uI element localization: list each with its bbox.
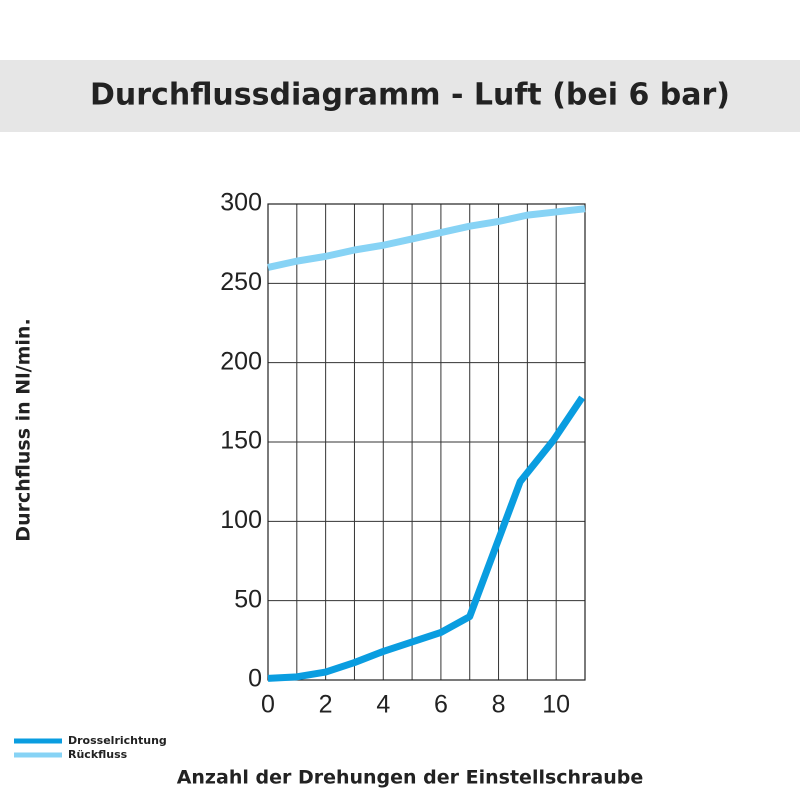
chart-title: Durchflussdiagramm - Luft (bei 6 bar) [90,78,730,113]
y-tick-label: 150 [220,427,262,455]
series-line [267,395,586,682]
x-tick-label: 4 [376,691,390,719]
grid: 0 50 100 150 200 250 300 0 2 4 6 8 10 [220,189,586,719]
y-axis-label: Durchfluss in Nl/min. [13,318,35,541]
y-tick-label: 0 [248,665,262,693]
y-tick-label: 300 [220,189,262,217]
series-line [267,205,586,271]
x-tick-label: 8 [492,691,506,719]
lines [267,205,586,682]
x-tick-label: 6 [434,691,448,719]
y-tick-label: 50 [234,585,262,613]
plot-frame [267,203,586,681]
x-axis-label: Anzahl der Drehungen der Einstellschraub… [177,767,644,789]
title-band [0,60,800,132]
legend-label: Drosselrichtung [68,734,167,747]
x-tick-label: 0 [261,691,275,719]
x-tick-label: 10 [542,691,570,719]
y-tick-label: 100 [220,506,262,534]
y-tick-label: 250 [220,268,262,296]
y-tick-label: 200 [220,347,262,375]
x-tick-label: 2 [319,691,333,719]
legend-label: Rückfluss [68,748,128,761]
